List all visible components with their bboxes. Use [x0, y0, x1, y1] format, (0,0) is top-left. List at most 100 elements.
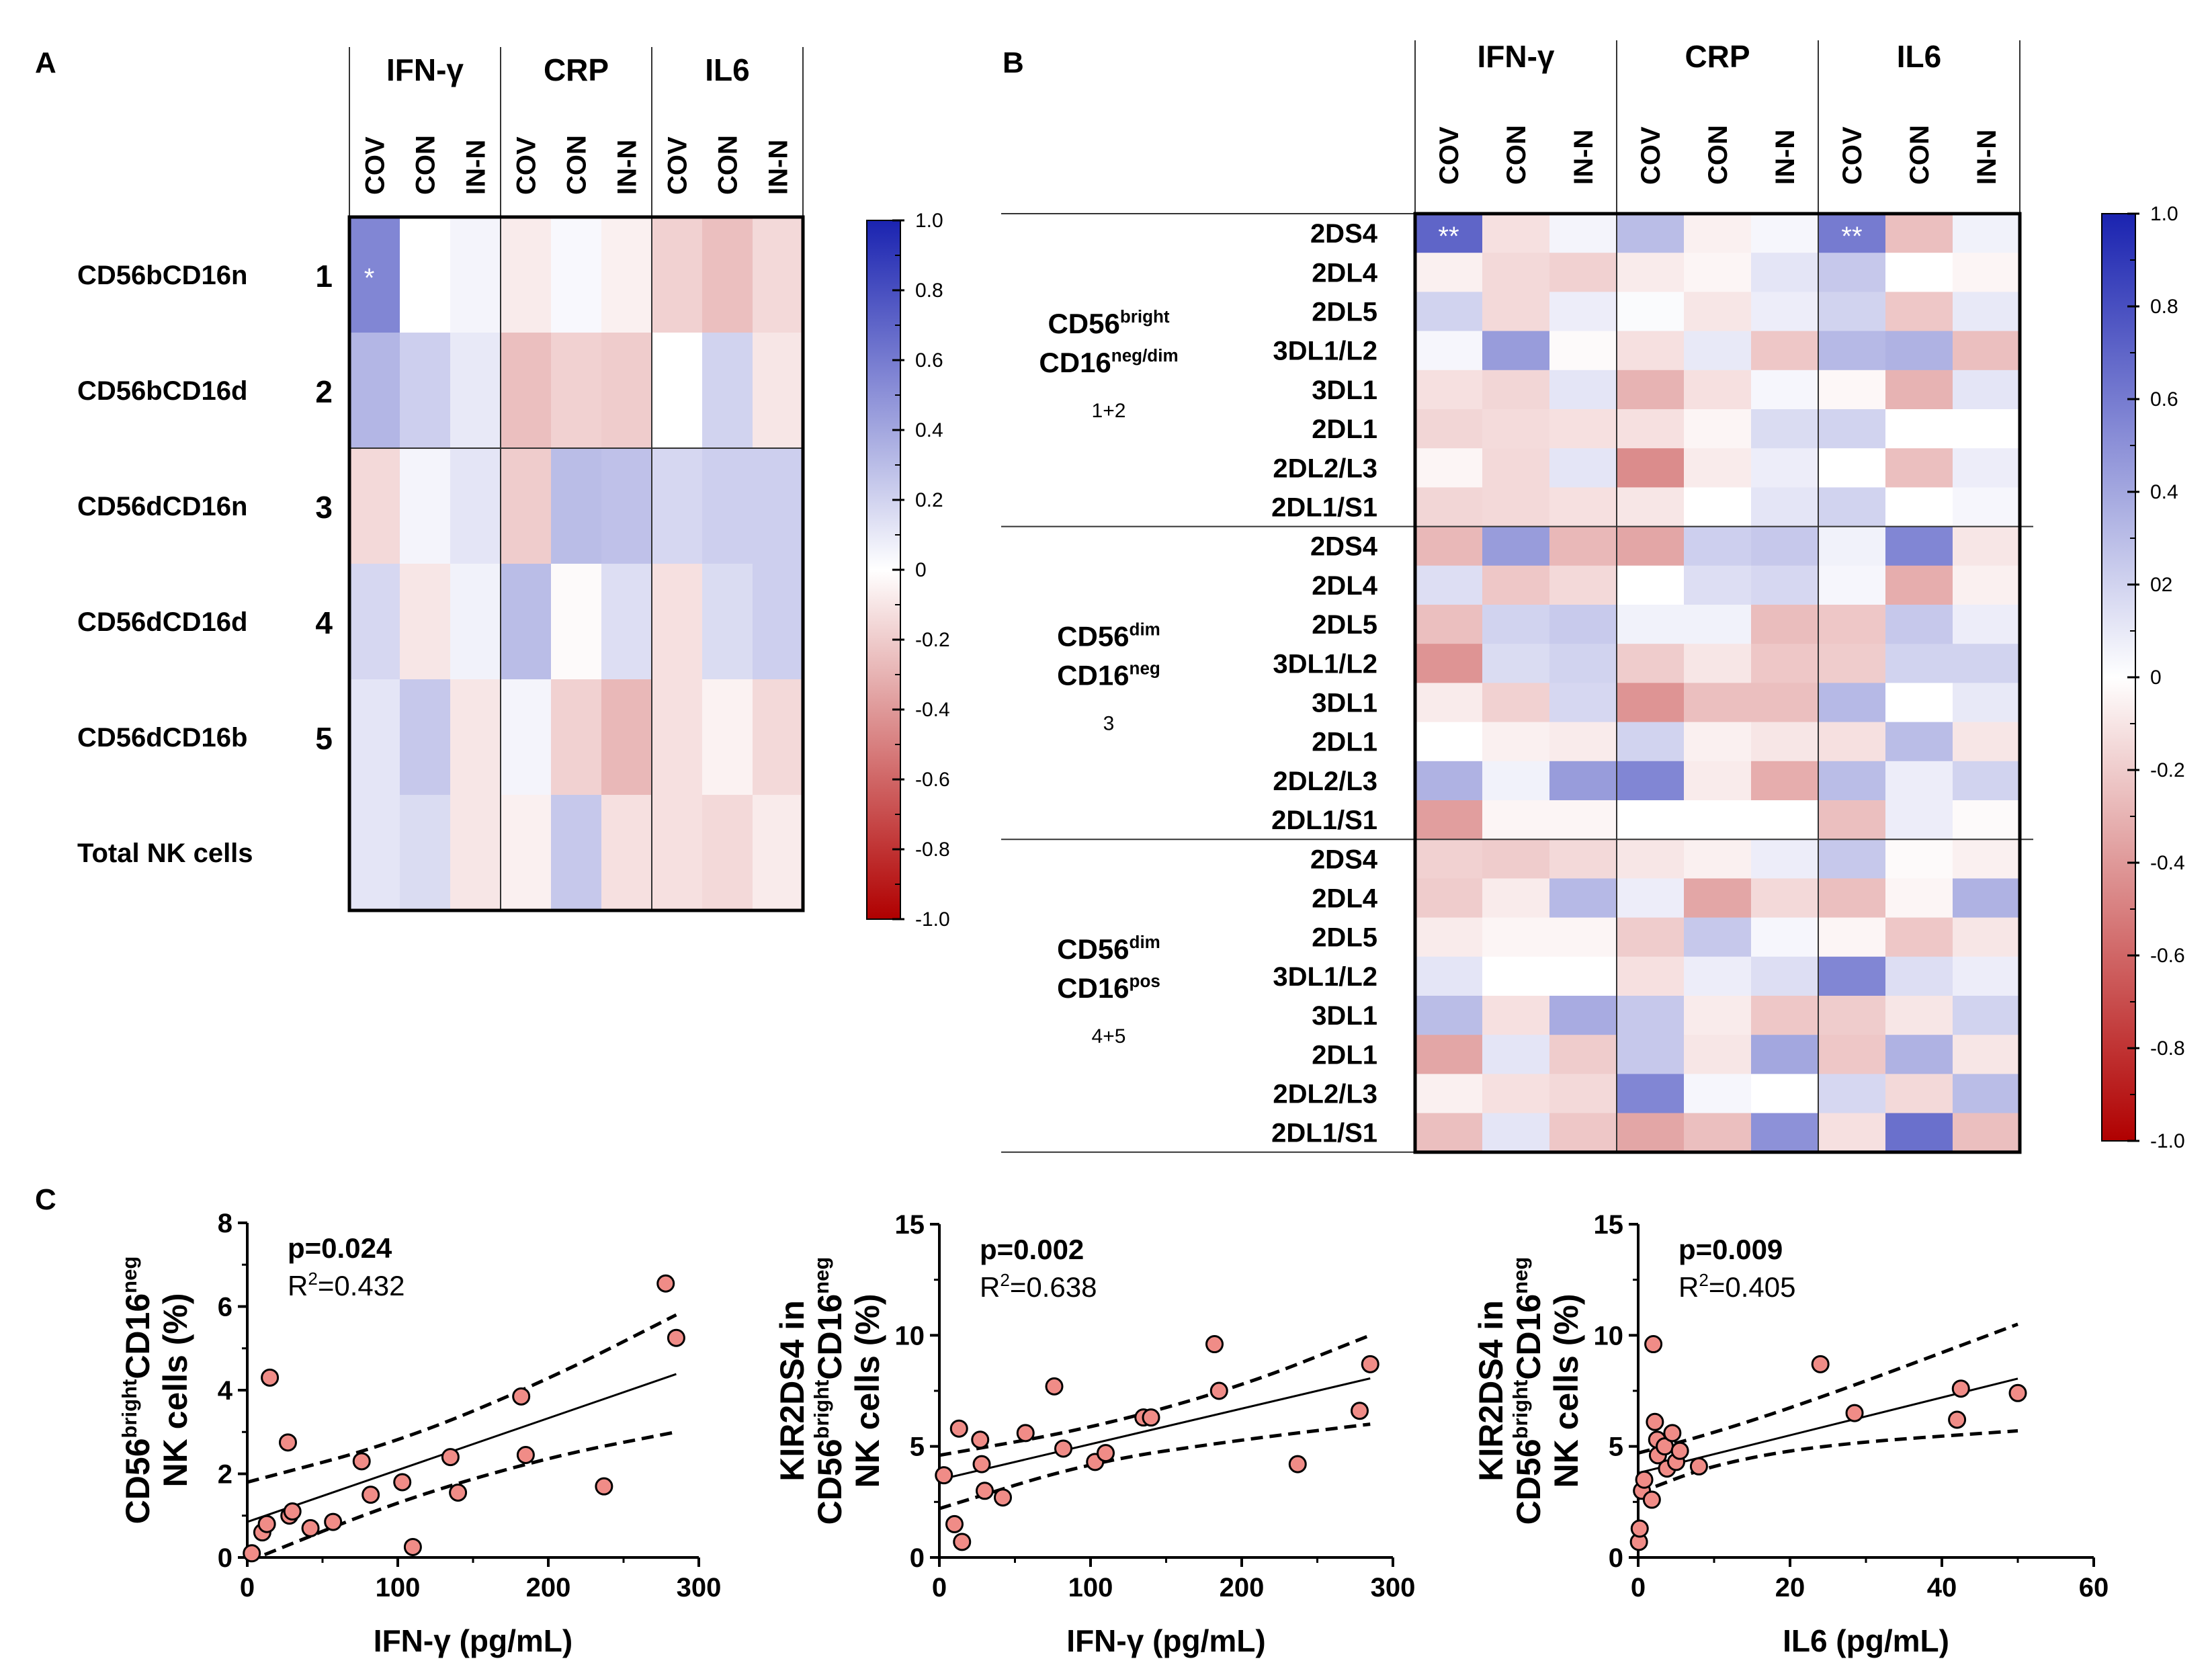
heatmap-cell — [400, 564, 451, 680]
heatmap-cell — [551, 795, 602, 911]
row-number: 4 — [315, 605, 333, 640]
heatmap-cell — [1415, 956, 1483, 996]
block-label: CD16pos — [1057, 971, 1160, 1004]
colorbar-tick-label: 1.0 — [915, 210, 943, 232]
text-part: KIR2DS4 in — [1472, 1300, 1510, 1482]
group-header: IL6 — [705, 52, 749, 87]
data-point — [1642, 1490, 1661, 1509]
data-point — [1045, 1377, 1064, 1396]
heatmap-cell — [1818, 370, 1886, 410]
column-label: COV — [512, 136, 542, 195]
x-axis-label: IFN-γ (pg/mL) — [374, 1623, 572, 1658]
text-part: CD16 — [119, 1293, 157, 1379]
receptor-label: 2DL2/L3 — [1273, 767, 1377, 796]
significance-marker: * — [364, 263, 375, 293]
heatmap-cell — [1482, 605, 1550, 644]
colorbar-tick-label: -0.4 — [2150, 852, 2185, 874]
heatmap-cell — [1885, 1035, 1953, 1074]
y-tick-label: 10 — [895, 1321, 925, 1351]
superscript: neg — [810, 1257, 833, 1294]
heatmap-cell — [1818, 487, 1886, 527]
receptor-label: 3DL1 — [1312, 1001, 1377, 1031]
colorbar-tick-label: 02 — [2150, 574, 2172, 596]
heatmap-cell — [1617, 565, 1685, 605]
colorbar-tick-label: -0.6 — [915, 769, 950, 791]
colorbar-tick-label: 0.4 — [915, 419, 943, 441]
colorbar-tick-label: -0.2 — [2150, 759, 2185, 781]
heatmap-cell — [1953, 761, 2020, 801]
x-axis-label: IL6 (pg/mL) — [1783, 1623, 1949, 1658]
heatmap-cell — [1415, 253, 1483, 292]
heatmap-cell — [1617, 370, 1685, 410]
heatmap-cell — [702, 217, 753, 333]
heatmap-cell — [1415, 722, 1483, 762]
scatter-plot-2: 0 5 10 15 0 100 200 300 IFN-γ (pg/mL) KIR2DS4 inC… — [773, 1210, 1415, 1658]
superscript: 2 — [1699, 1270, 1708, 1290]
heatmap-cell — [1684, 448, 1752, 488]
receptor-label: 2DL2/L3 — [1273, 454, 1377, 483]
heatmap-cell — [1415, 1074, 1483, 1114]
heatmap-cell — [1751, 214, 1819, 253]
data-point — [449, 1484, 468, 1502]
superscript: pos — [1130, 971, 1160, 991]
text-part: CD56 — [119, 1438, 157, 1524]
colorbar-tick-label: -1.0 — [915, 908, 950, 931]
heatmap-cell — [1415, 878, 1483, 918]
heatmap-cell — [1482, 331, 1550, 371]
heatmap-cell — [1549, 331, 1617, 371]
text-part: CD56 — [1048, 308, 1119, 339]
x-tick-label: 40 — [1927, 1573, 1957, 1602]
x-tick-label: 300 — [677, 1573, 722, 1602]
y-axis-label: NK cells (%) — [849, 1294, 886, 1488]
heatmap-cell — [1549, 761, 1617, 801]
heatmap-cell — [702, 679, 753, 796]
heatmap-cell — [753, 795, 804, 911]
heatmap-cell — [1549, 292, 1617, 332]
heatmap-cell — [1751, 565, 1819, 605]
heatmap-cell — [1751, 800, 1819, 840]
superscript: dim — [1130, 932, 1160, 952]
x-tick-label: 200 — [1220, 1573, 1265, 1602]
colorbar-tick-label: 0.8 — [2150, 296, 2178, 318]
text-part: =0.638 — [1010, 1271, 1097, 1303]
heatmap-cell — [1415, 917, 1483, 957]
data-point — [1351, 1402, 1369, 1420]
heatmap-cell — [1415, 331, 1483, 371]
scatter-plot-1: 0 2 4 6 8 0 100 200 300 IFN-γ (pg/mL) CD56brightCD… — [118, 1209, 721, 1658]
heatmap-cell — [1415, 214, 1483, 253]
row-number: 2 — [315, 374, 333, 409]
heatmap-cell — [1482, 956, 1550, 996]
colorbar-tick-label: 0 — [2150, 667, 2162, 689]
colorbar-b: 1.0 0.8 0.6 0.4 02 0 -0.2 -0.4 -0.6 -0.8 -1.0 — [2101, 203, 2185, 1152]
column-label: CON — [411, 135, 441, 195]
column-label: CON — [562, 135, 592, 195]
heatmap-cell — [1885, 448, 1953, 488]
data-point — [1845, 1404, 1864, 1422]
group-header: CRP — [1685, 39, 1750, 74]
heatmap-cell — [1549, 214, 1617, 253]
heatmap-cell — [1751, 878, 1819, 918]
heatmap-cell — [1617, 331, 1685, 371]
heatmap-cell — [1818, 526, 1886, 566]
colorbar-tick-label: -0.6 — [2150, 945, 2185, 967]
heatmap-cell — [1415, 292, 1483, 332]
heatmap-cell — [1953, 800, 2020, 840]
data-point — [403, 1537, 422, 1556]
x-tick-label: 20 — [1775, 1573, 1805, 1602]
text-part: CD16 — [1057, 972, 1129, 1004]
heatmap-cell — [1751, 253, 1819, 292]
plot-area — [939, 1334, 1371, 1510]
text-part: CD56 — [1057, 620, 1129, 652]
receptor-label: 2DL4 — [1312, 258, 1378, 288]
ci-upper-line — [247, 1313, 677, 1484]
heatmap-cell — [652, 333, 703, 449]
y-tick-label: 2 — [218, 1460, 232, 1490]
row-label: CD56dCD16d — [77, 607, 247, 637]
y-axis-label: CD56brightCD16neg — [810, 1257, 849, 1525]
heatmap-border — [1413, 212, 2022, 1154]
heatmap-cell — [501, 564, 552, 680]
heatmap-cell — [1953, 1113, 2020, 1153]
heatmap-cell — [1482, 565, 1550, 605]
receptor-label: 3DL1/L2 — [1273, 337, 1377, 366]
receptor-label: 2DL1/S1 — [1271, 493, 1377, 523]
